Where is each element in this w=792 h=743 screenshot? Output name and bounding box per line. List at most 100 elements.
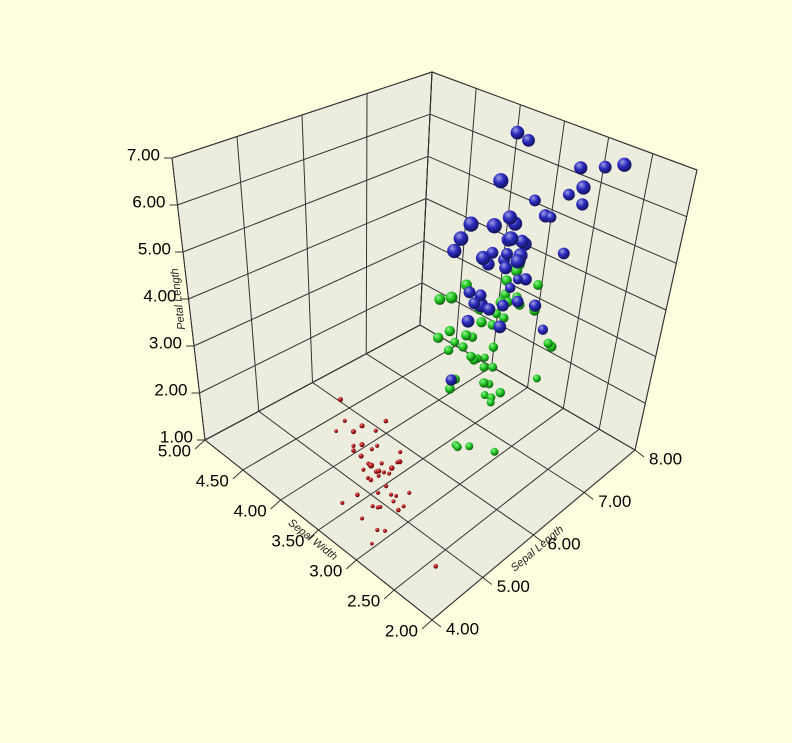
point (598, 160, 612, 174)
point (576, 180, 591, 195)
x-tick-label: 7.00 (598, 492, 631, 511)
point (528, 299, 542, 312)
y-tick-label: 2.50 (347, 591, 380, 610)
point (396, 507, 401, 513)
point (617, 157, 632, 172)
point (433, 563, 439, 569)
point (351, 443, 356, 448)
y-tick-label: 3.50 (271, 531, 304, 550)
point (395, 460, 400, 465)
point (480, 391, 489, 400)
point (486, 246, 499, 259)
point (499, 313, 509, 323)
tick-mark (634, 449, 645, 458)
point (391, 499, 396, 504)
point (458, 342, 468, 352)
point (543, 338, 553, 349)
point (350, 429, 357, 435)
point (490, 447, 499, 456)
point (488, 342, 499, 352)
point (388, 492, 394, 497)
point (444, 325, 456, 337)
point (486, 218, 502, 234)
point (443, 345, 454, 356)
point (370, 541, 374, 546)
tick-mark (383, 589, 395, 600)
point (515, 234, 529, 249)
grid-line (393, 428, 600, 591)
point (444, 383, 455, 394)
point (351, 448, 356, 453)
z-tick-label: 5.00 (138, 239, 171, 258)
point (463, 286, 476, 299)
tick-mark (533, 534, 543, 543)
tick-mark (345, 559, 357, 570)
grid-line (421, 282, 646, 404)
grid-line (177, 113, 431, 206)
point (432, 332, 444, 344)
point (445, 291, 458, 304)
point (450, 337, 460, 347)
grid-line (318, 387, 528, 531)
point (384, 484, 389, 489)
grid-line (431, 71, 698, 171)
point (342, 418, 347, 423)
point (479, 378, 489, 388)
grid-line (171, 71, 433, 159)
point (557, 247, 570, 260)
point (376, 473, 381, 478)
point (488, 362, 498, 372)
point (334, 429, 338, 433)
point (493, 173, 509, 189)
point (496, 299, 509, 312)
z-tick-label: 1.00 (160, 427, 193, 446)
point (453, 442, 462, 452)
point (499, 261, 513, 275)
y-tick-label: 4.00 (234, 501, 267, 520)
z-tick-label: 6.00 (132, 192, 165, 211)
point (381, 470, 387, 475)
grid-line (193, 240, 425, 347)
point (358, 453, 364, 459)
x-tick-label: 5.00 (497, 577, 530, 596)
point (387, 471, 392, 476)
grid-line (427, 155, 677, 264)
point (359, 423, 365, 429)
point (368, 477, 374, 483)
x-tick-label: 8.00 (649, 449, 682, 468)
point (562, 188, 575, 201)
grid-line (425, 198, 667, 311)
point (376, 468, 382, 474)
z-tick-label: 4.00 (143, 286, 176, 305)
point (476, 316, 487, 328)
point (466, 351, 476, 362)
point (510, 254, 525, 269)
point (512, 274, 523, 285)
point (394, 494, 399, 498)
y-tick-label: 2.00 (385, 621, 418, 640)
point (479, 362, 489, 372)
point (461, 314, 475, 328)
point (522, 133, 535, 147)
point (359, 442, 365, 448)
grid-line (242, 345, 457, 471)
point (382, 528, 388, 533)
point (574, 161, 588, 175)
point (468, 297, 481, 310)
point (503, 231, 519, 246)
point (533, 280, 544, 290)
point (407, 490, 412, 495)
tick-mark (194, 439, 206, 450)
tick-mark (232, 469, 244, 480)
point (375, 443, 380, 448)
point (505, 282, 516, 294)
point (537, 324, 549, 335)
grid-line (204, 324, 421, 441)
z-tick-label: 3.00 (149, 333, 182, 352)
point (375, 490, 381, 495)
point (545, 211, 557, 223)
point (388, 465, 395, 471)
tick-mark (583, 492, 594, 500)
